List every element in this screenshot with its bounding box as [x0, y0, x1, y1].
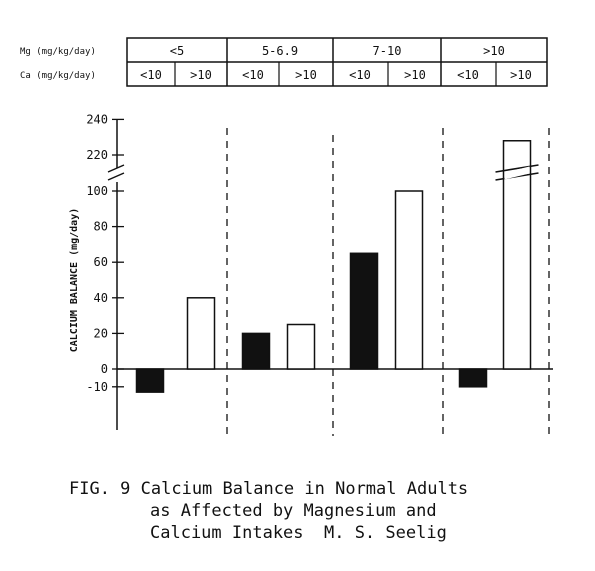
bar-ca-high — [394, 190, 424, 370]
bar-ca-low — [349, 252, 379, 370]
caption-line-3: Calcium Intakes M. S. Seelig — [150, 523, 447, 543]
bar-ca-high — [502, 140, 532, 370]
y-tick-label: 220 — [86, 148, 108, 162]
mg-group-label: 7-10 — [373, 44, 402, 58]
mg-group-label: >10 — [483, 44, 505, 58]
bar-ca-high — [286, 323, 316, 370]
ca-level-label: >10 — [404, 68, 426, 82]
y-tick-label: 100 — [86, 184, 108, 198]
ca-level-label: <10 — [349, 68, 371, 82]
header-table: Mg (mg/kg/day) Ca (mg/kg/day) <5 5-6.9 7… — [20, 37, 548, 87]
axis-break-mark — [107, 164, 125, 181]
bar-break-gap — [504, 166, 530, 180]
ca-level-label: >10 — [190, 68, 212, 82]
y-tick-label: 60 — [94, 255, 108, 269]
y-axis-label: CALCIUM BALANCE (mg/day) — [69, 208, 80, 353]
y-tick-label: -10 — [86, 380, 108, 394]
y-tick-label: 80 — [94, 220, 108, 234]
mg-group-label: 5-6.9 — [262, 44, 298, 58]
bar-ca-low — [241, 332, 271, 370]
mg-group-label: <5 — [170, 44, 184, 58]
caption-line-1: FIG. 9 Calcium Balance in Normal Adults — [69, 479, 469, 499]
figure-caption: FIG. 9 Calcium Balance in Normal Adults … — [0, 478, 595, 544]
bar-ca-low — [135, 368, 165, 393]
y-axis: 240 220 100 80 60 40 20 0 -10 CALCIUM BALANCE (m… — [69, 112, 125, 430]
ca-level-label: >10 — [510, 68, 532, 82]
bars — [135, 140, 539, 393]
ca-level-label: <10 — [457, 68, 479, 82]
mg-row-label: Mg (mg/kg/day) — [20, 47, 96, 57]
ca-row-label: Ca (mg/kg/day) — [20, 71, 96, 81]
ca-level-label: <10 — [140, 68, 162, 82]
y-tick-label: 0 — [101, 362, 108, 376]
bar-ca-low — [458, 368, 488, 388]
y-tick-label: 240 — [86, 112, 108, 126]
bar-ca-high — [186, 297, 216, 370]
ca-level-label: <10 — [242, 68, 264, 82]
y-tick-label: 20 — [94, 326, 108, 340]
caption-line-2: as Affected by Magnesium and — [150, 501, 437, 521]
ca-level-label: >10 — [295, 68, 317, 82]
y-tick-label: 40 — [94, 291, 108, 305]
group-separators — [226, 128, 550, 436]
